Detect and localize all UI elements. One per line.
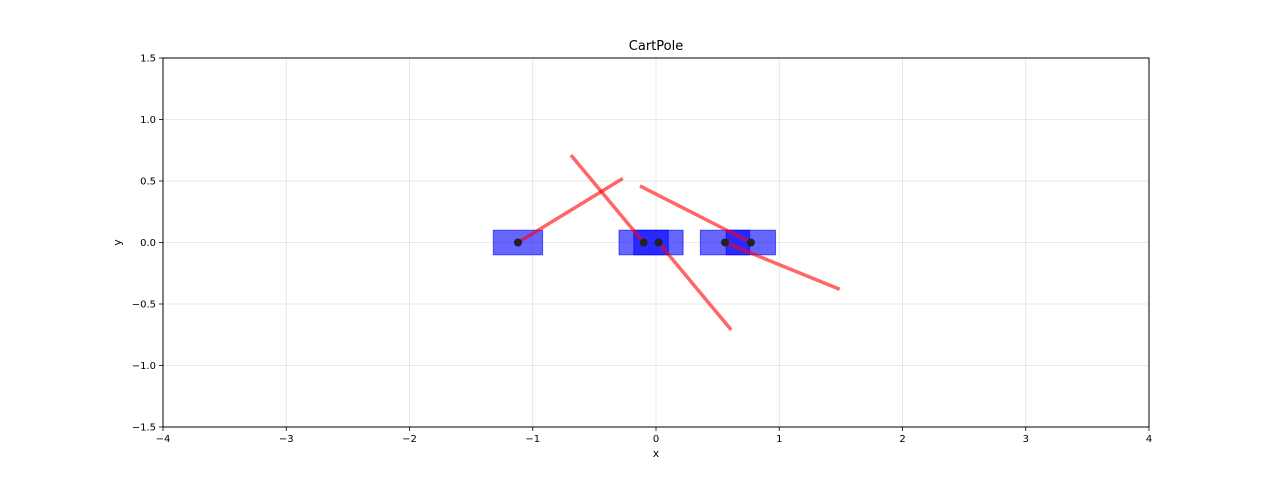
y-tick-label: 0.0 [140, 238, 156, 249]
x-tick-label: 4 [1146, 434, 1152, 445]
pole-4 [724, 240, 841, 291]
x-tick-label: 2 [899, 434, 905, 445]
y-tick-label: −0.5 [132, 300, 156, 311]
x-tick-label: −3 [279, 434, 294, 445]
y-tick-label: 0.5 [140, 177, 156, 188]
pole-3 [657, 241, 733, 331]
pole-5 [639, 184, 752, 245]
axis-ticks: −4 −3 −2 −1 0 1 2 3 4 −1.5 −1.0 −0.5 0.0 0.5 1.0 1.5 [132, 54, 1152, 446]
pole-2 [569, 154, 646, 244]
x-axis-label: x [653, 447, 660, 460]
x-tick-label: −4 [156, 434, 171, 445]
y-tick-label: 1.0 [140, 115, 156, 126]
x-tick-label: −2 [402, 434, 417, 445]
x-tick-label: 1 [776, 434, 782, 445]
y-tick-label: −1.5 [132, 423, 156, 434]
x-tick-label: 3 [1023, 434, 1029, 445]
pivot-4 [721, 238, 730, 247]
chart-title: CartPole [629, 39, 683, 54]
pivot-1 [513, 238, 522, 247]
x-tick-label: 0 [653, 434, 659, 445]
pivot-2 [639, 238, 648, 247]
pivots [513, 238, 755, 247]
pole-1 [517, 177, 624, 244]
x-tick-label: −1 [525, 434, 540, 445]
pivot-3 [654, 238, 663, 247]
poles [517, 154, 841, 331]
y-tick-label: 1.5 [140, 54, 156, 65]
y-axis-label: y [111, 239, 124, 246]
y-tick-label: −1.0 [132, 361, 156, 372]
pivot-5 [746, 238, 755, 247]
